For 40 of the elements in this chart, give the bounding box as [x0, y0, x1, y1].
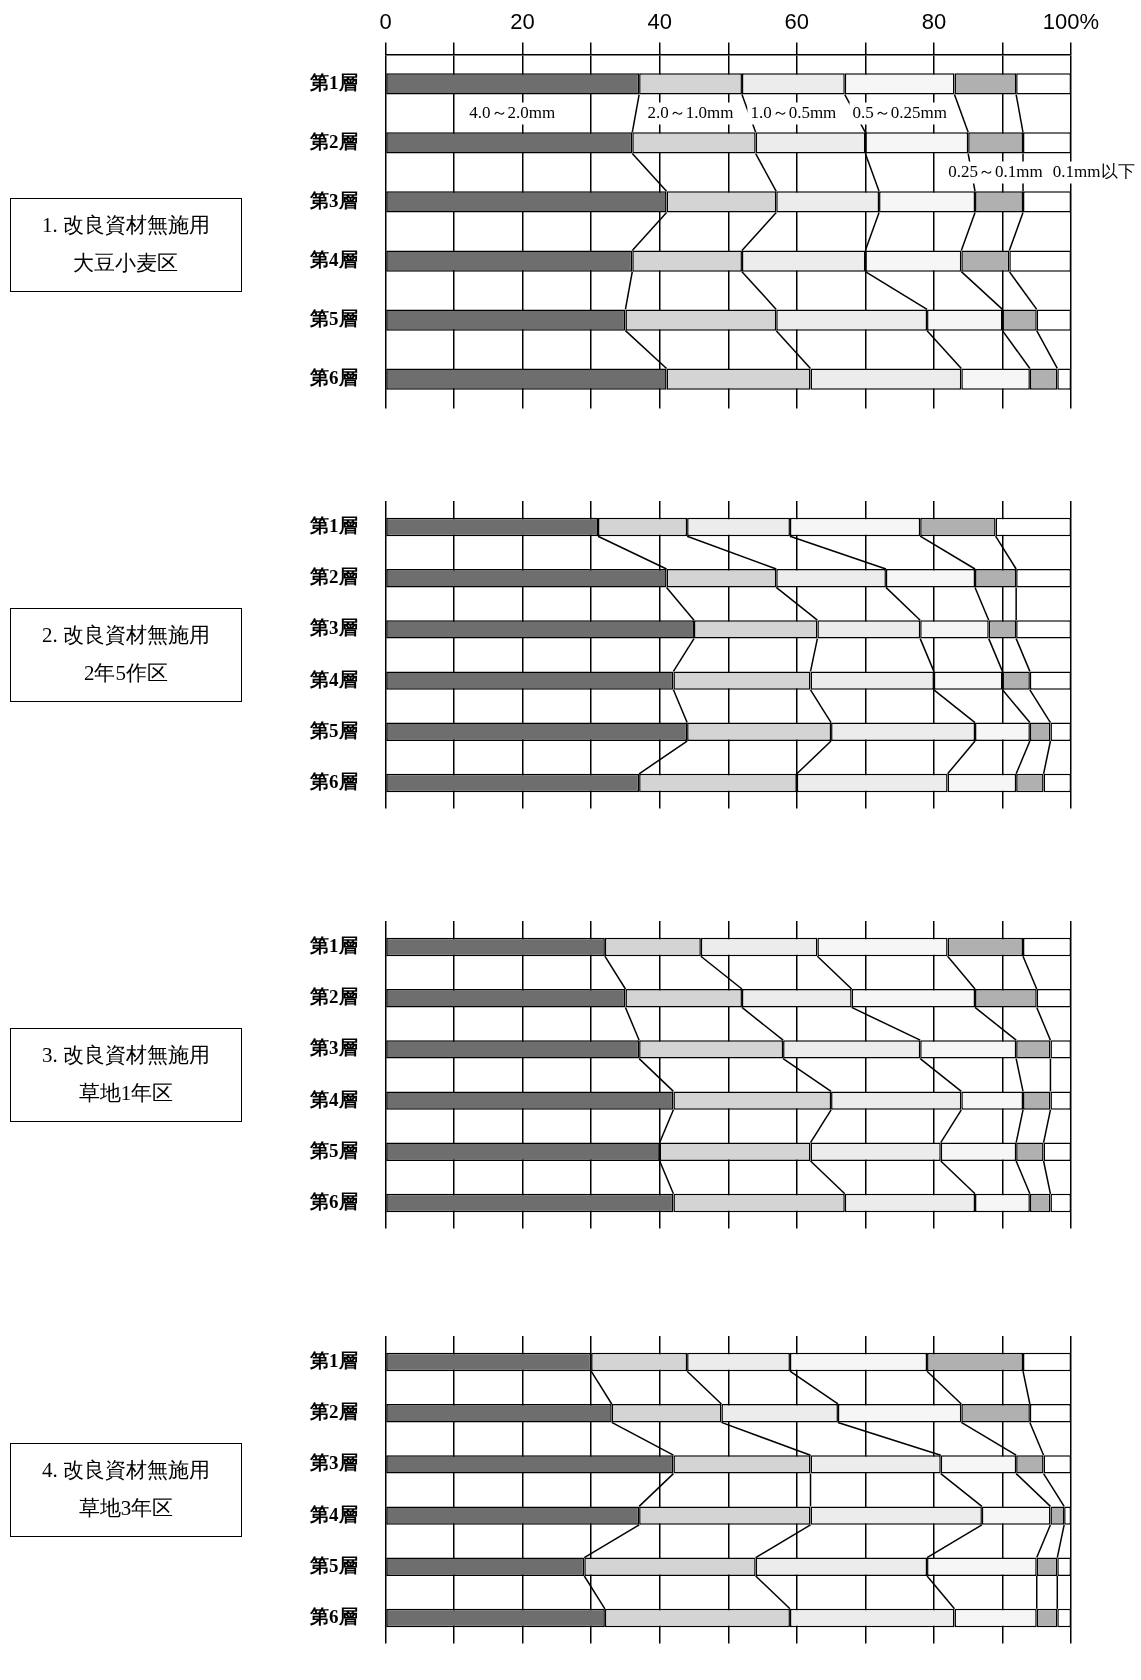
- y-tick-label: 第3層: [309, 1037, 358, 1059]
- y-tick-label: 第3層: [309, 617, 358, 639]
- series-label: 0.25～0.1mm: [948, 161, 1043, 181]
- y-tick-label: 第1層: [309, 1349, 358, 1371]
- y-tick-label: 第4層: [309, 1088, 358, 1110]
- text: 1. 改良資材無施用大豆小麦区: [41, 212, 211, 277]
- y-tick-label: 第3層: [309, 189, 358, 211]
- y-tick-label: 第2層: [309, 986, 358, 1008]
- series-label: 0.5～0.25mm: [852, 102, 947, 122]
- series-label: 4.0～2.0mm: [469, 102, 556, 122]
- x-tick-label: 20: [510, 9, 535, 35]
- x-tick-label: 0: [379, 9, 392, 35]
- text: 4. 改良資材無施用草地3年区: [41, 1457, 211, 1522]
- y-tick-label: 第6層: [309, 770, 358, 792]
- x-tick-label: 100%: [1042, 9, 1100, 35]
- y-tick-label: 第4層: [309, 248, 358, 270]
- series-label: 0.1mm以下: [1052, 161, 1135, 181]
- x-tick-label: 40: [647, 9, 672, 35]
- y-tick-label: 第4層: [309, 668, 358, 690]
- x-tick-label: 60: [784, 9, 810, 35]
- y-tick-label: 第3層: [309, 1452, 358, 1474]
- y-tick-label: 第6層: [309, 366, 358, 388]
- y-tick-label: 第1層: [309, 934, 358, 956]
- y-tick-label: 第6層: [309, 1605, 358, 1627]
- x-tick-label: 80: [921, 9, 947, 35]
- y-tick-label: 第1層: [309, 514, 358, 536]
- series-label: 2.0～1.0mm: [647, 102, 734, 122]
- y-tick-label: 第5層: [309, 307, 358, 329]
- y-tick-label: 第2層: [309, 130, 358, 152]
- y-tick-label: 第5層: [309, 1139, 358, 1161]
- text: 2. 改良資材無施用2年5作区: [41, 622, 211, 687]
- y-tick-label: 第2層: [309, 566, 358, 588]
- y-tick-label: 第2層: [309, 1401, 358, 1423]
- y-tick-label: 第5層: [309, 1554, 358, 1576]
- y-tick-label: 第4層: [309, 1503, 358, 1525]
- y-tick-label: 第1層: [309, 71, 358, 93]
- series-label: 1.0～0.5mm: [750, 102, 837, 122]
- text: 3. 改良資材無施用草地1年区: [41, 1042, 211, 1107]
- y-tick-label: 第5層: [309, 719, 358, 741]
- y-tick-label: 第6層: [309, 1190, 358, 1212]
